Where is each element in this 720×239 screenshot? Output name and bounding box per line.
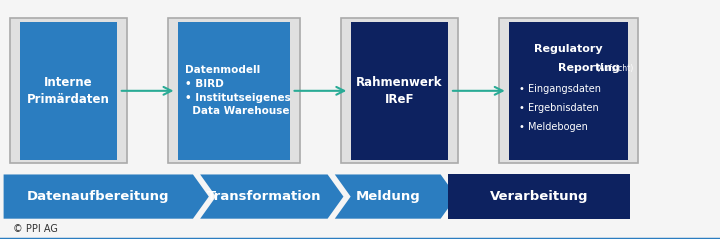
Text: Meldung: Meldung (356, 190, 420, 203)
Text: Datenmodell
• BIRD
• Institutseigenes
  Data Warehouse: Datenmodell • BIRD • Institutseigenes Da… (186, 65, 291, 116)
Text: • Eingangsdaten: • Eingangsdaten (518, 84, 600, 94)
Text: Regulatory: Regulatory (534, 44, 603, 54)
Polygon shape (4, 174, 209, 219)
Polygon shape (448, 174, 630, 219)
Text: • Ergebnisdaten: • Ergebnisdaten (518, 103, 598, 113)
FancyBboxPatch shape (351, 22, 448, 160)
Text: Reporting: Reporting (558, 63, 620, 73)
Text: Rahmenwerk
IReF: Rahmenwerk IReF (356, 76, 443, 106)
Text: (Aufsicht): (Aufsicht) (596, 64, 634, 73)
Text: • Meldebogen: • Meldebogen (518, 122, 588, 132)
FancyBboxPatch shape (168, 18, 300, 163)
Text: Datenaufbereitung: Datenaufbereitung (27, 190, 169, 203)
FancyBboxPatch shape (19, 22, 117, 160)
FancyBboxPatch shape (510, 22, 628, 160)
FancyBboxPatch shape (9, 18, 127, 163)
Polygon shape (200, 174, 343, 219)
Text: Transformation: Transformation (207, 190, 321, 203)
FancyBboxPatch shape (500, 18, 639, 163)
FancyBboxPatch shape (341, 18, 459, 163)
Polygon shape (335, 174, 456, 219)
Text: Verarbeitung: Verarbeitung (490, 190, 588, 203)
FancyBboxPatch shape (179, 22, 289, 160)
Text: Interne
Primärdaten: Interne Primärdaten (27, 76, 110, 106)
Text: © PPI AG: © PPI AG (13, 224, 58, 234)
